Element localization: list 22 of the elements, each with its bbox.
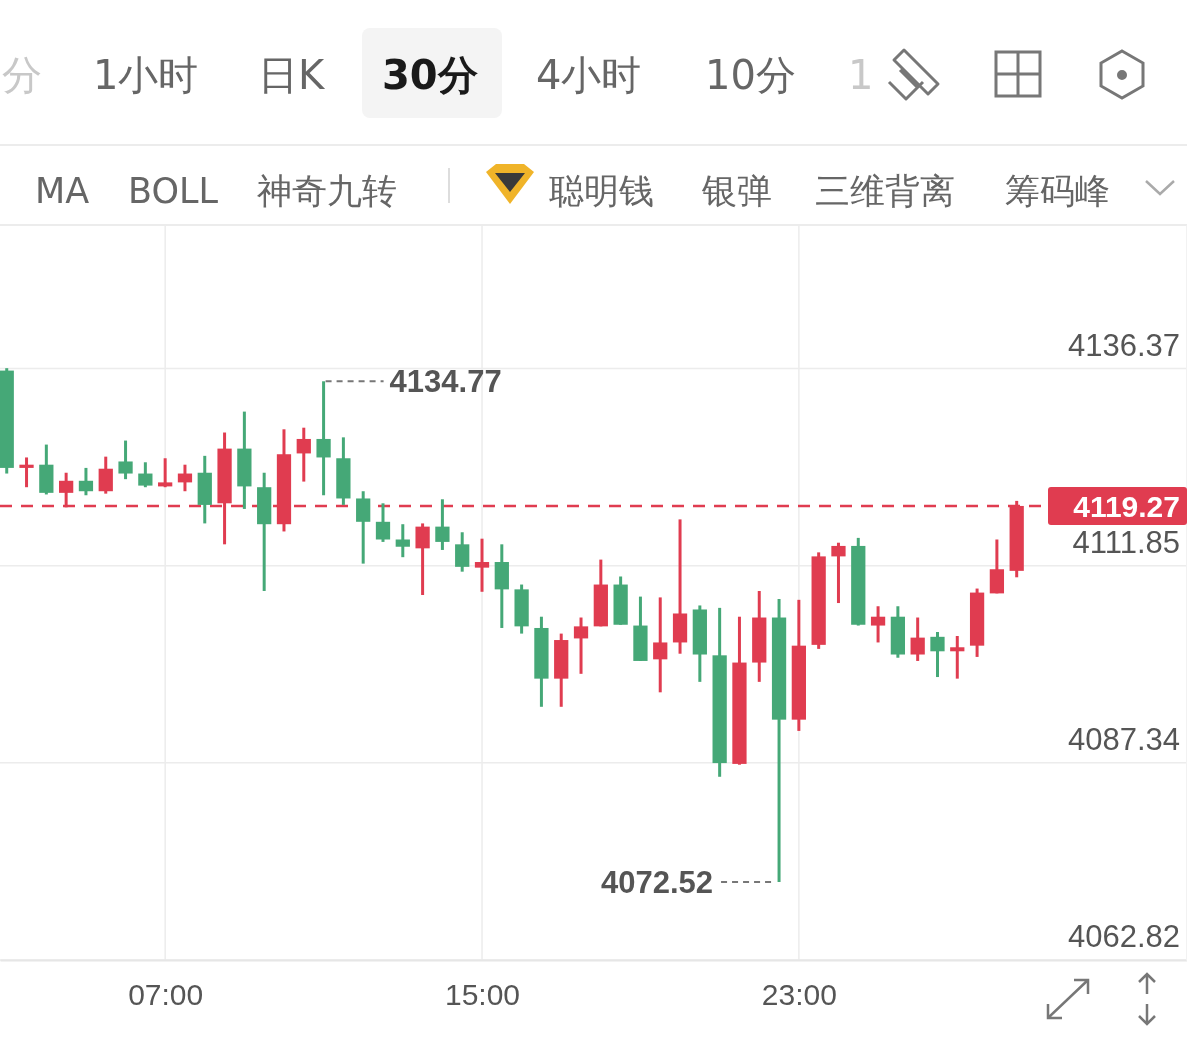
- text: 30分: [382, 52, 478, 98]
- text: 日K: [258, 52, 326, 98]
- annotation: 4134.77: [389, 364, 502, 400]
- annotation: 4072.52: [600, 865, 714, 901]
- text: MA: [35, 171, 90, 211]
- text: 聪明钱: [549, 171, 654, 211]
- text: BOLL: [128, 171, 219, 211]
- y-tick-label: 4087.34: [1067, 722, 1180, 758]
- text: 10分: [705, 52, 796, 98]
- text: 银弹: [701, 171, 772, 211]
- y-tick-label: 4111.85: [1072, 525, 1180, 561]
- text: 1小时: [93, 52, 199, 98]
- x-tick-label: 07:00: [128, 978, 204, 1012]
- y-tick-label: 4062.82: [1067, 919, 1180, 955]
- text: 神奇九转: [257, 171, 397, 211]
- text: 三维背离: [815, 171, 955, 211]
- text: 筹码峰: [1005, 171, 1110, 211]
- ref-line-label: 4119.27: [1073, 489, 1180, 523]
- x-tick-label: 23:00: [761, 978, 837, 1012]
- x-tick-label: 15:00: [444, 978, 521, 1012]
- y-tick-label: 4136.37: [1067, 327, 1180, 363]
- text: 4小时: [536, 52, 642, 98]
